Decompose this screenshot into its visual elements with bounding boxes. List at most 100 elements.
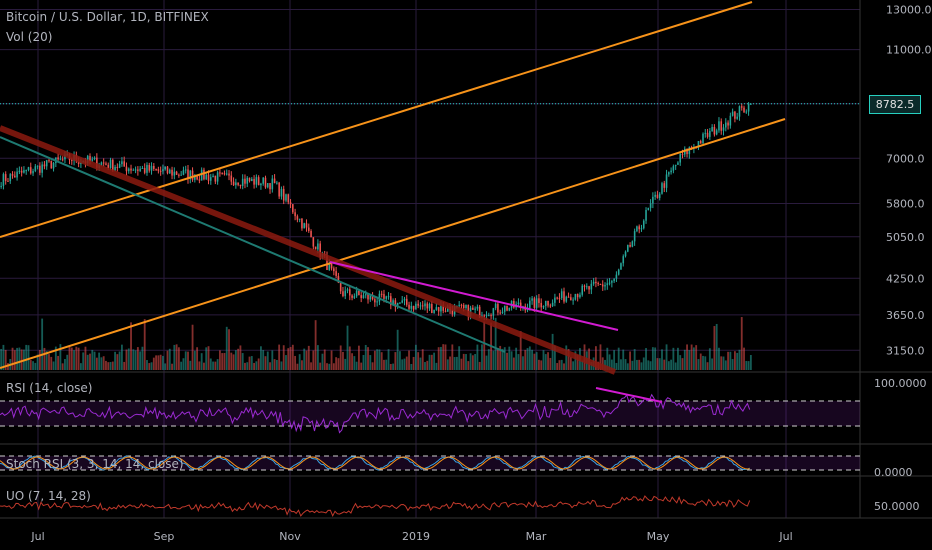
candle-body bbox=[433, 309, 435, 313]
resistance-line bbox=[329, 261, 619, 331]
volume-bar bbox=[458, 346, 461, 370]
volume-bar bbox=[474, 354, 477, 370]
candle-body bbox=[686, 148, 688, 155]
candle-body bbox=[369, 295, 372, 300]
volume-bar bbox=[196, 347, 199, 370]
candle-body bbox=[355, 290, 358, 297]
volume-bar bbox=[218, 350, 221, 370]
volume-bar bbox=[43, 347, 46, 370]
volume-bar bbox=[492, 350, 495, 370]
candle-body bbox=[45, 160, 48, 167]
candle-body bbox=[390, 296, 392, 306]
stoch-rsi-label: Stoch RSI (3, 3, 14, 14, close) bbox=[6, 457, 184, 471]
candle-body bbox=[613, 278, 615, 282]
candle-body bbox=[319, 243, 321, 257]
candle-body bbox=[25, 170, 28, 172]
candle-body bbox=[636, 226, 638, 232]
volume-bar bbox=[314, 320, 317, 370]
volume-bar bbox=[483, 321, 486, 370]
candle-body bbox=[663, 183, 666, 188]
volume-bar bbox=[18, 347, 21, 370]
candle-body bbox=[588, 286, 590, 290]
volume-bar bbox=[118, 351, 121, 370]
volume-bar bbox=[98, 352, 101, 370]
candle-body bbox=[462, 305, 465, 309]
volume-bar bbox=[70, 347, 73, 370]
volume-bar bbox=[686, 344, 688, 370]
candle-body bbox=[488, 315, 490, 317]
candle-body bbox=[440, 305, 442, 312]
candle-body bbox=[492, 308, 495, 316]
volume-bar bbox=[0, 348, 3, 370]
volume-bar bbox=[91, 349, 94, 370]
candle-body bbox=[633, 231, 636, 242]
candle-body bbox=[740, 106, 743, 108]
volume-bar bbox=[344, 358, 347, 370]
candle-body bbox=[114, 166, 116, 171]
volume-bar bbox=[171, 363, 173, 370]
candle-body bbox=[235, 182, 237, 186]
indicator-tick-label: 50.0000 bbox=[874, 500, 920, 513]
volume-bar bbox=[658, 358, 661, 370]
volume-label: Vol (20) bbox=[6, 30, 53, 44]
candle-body bbox=[736, 116, 738, 119]
candle-body bbox=[153, 165, 155, 169]
volume-bar bbox=[394, 352, 397, 370]
volume-bar bbox=[2, 344, 5, 370]
volume-bar bbox=[522, 356, 524, 370]
candle-body bbox=[337, 275, 340, 283]
volume-bar bbox=[620, 359, 622, 370]
candle-body bbox=[57, 157, 59, 160]
candle-body bbox=[396, 302, 399, 307]
volume-bar bbox=[257, 358, 260, 370]
candle-body bbox=[702, 133, 704, 144]
candle-body bbox=[260, 183, 262, 186]
candle-body bbox=[219, 172, 221, 174]
volume-bar bbox=[455, 356, 458, 370]
volume-bar bbox=[565, 345, 568, 370]
candle-body bbox=[729, 115, 732, 126]
candle-body bbox=[424, 303, 426, 307]
volume-bar bbox=[225, 326, 228, 370]
volume-bar bbox=[41, 318, 44, 370]
candle-body bbox=[191, 170, 194, 180]
volume-bar bbox=[599, 344, 602, 370]
volume-bar bbox=[503, 347, 506, 370]
volume-bar bbox=[640, 362, 643, 370]
volume-bar bbox=[743, 347, 745, 370]
indicator-tick-label: 0.0000 bbox=[874, 466, 913, 479]
candle-body bbox=[232, 181, 235, 186]
candle-body bbox=[501, 311, 504, 313]
volume-bar bbox=[362, 354, 365, 370]
y-tick-label: 11000.0 bbox=[886, 44, 932, 57]
candle-body bbox=[460, 304, 463, 306]
candle-body bbox=[674, 164, 677, 167]
volume-bar bbox=[253, 362, 255, 370]
volume-bar bbox=[13, 350, 16, 370]
candle-body bbox=[531, 298, 533, 301]
candle-body bbox=[4, 174, 7, 181]
candle-body bbox=[715, 130, 718, 135]
candle-body bbox=[11, 174, 14, 176]
candle-body bbox=[387, 296, 390, 298]
candle-body bbox=[301, 218, 303, 229]
x-tick-label: Jul bbox=[30, 530, 44, 543]
volume-bar bbox=[285, 355, 287, 370]
volume-bar bbox=[389, 363, 392, 370]
candle-body bbox=[333, 268, 335, 272]
volume-bar bbox=[715, 323, 718, 370]
candle-body bbox=[189, 170, 192, 179]
rsi-line bbox=[0, 393, 751, 434]
candle-body bbox=[134, 169, 137, 171]
candle-body bbox=[709, 131, 711, 137]
candle-body bbox=[346, 289, 349, 291]
candle-body bbox=[241, 178, 244, 186]
volume-bar bbox=[731, 359, 734, 370]
candle-body bbox=[556, 297, 558, 299]
candle-body bbox=[137, 169, 139, 171]
x-tick-label: 2019 bbox=[402, 530, 430, 543]
volume-bar bbox=[440, 346, 442, 370]
candle-body bbox=[629, 245, 631, 247]
candle-body bbox=[205, 174, 208, 180]
volume-bar bbox=[246, 362, 249, 370]
